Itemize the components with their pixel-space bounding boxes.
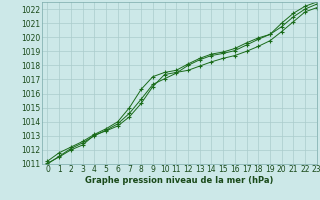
X-axis label: Graphe pression niveau de la mer (hPa): Graphe pression niveau de la mer (hPa) [85, 176, 273, 185]
